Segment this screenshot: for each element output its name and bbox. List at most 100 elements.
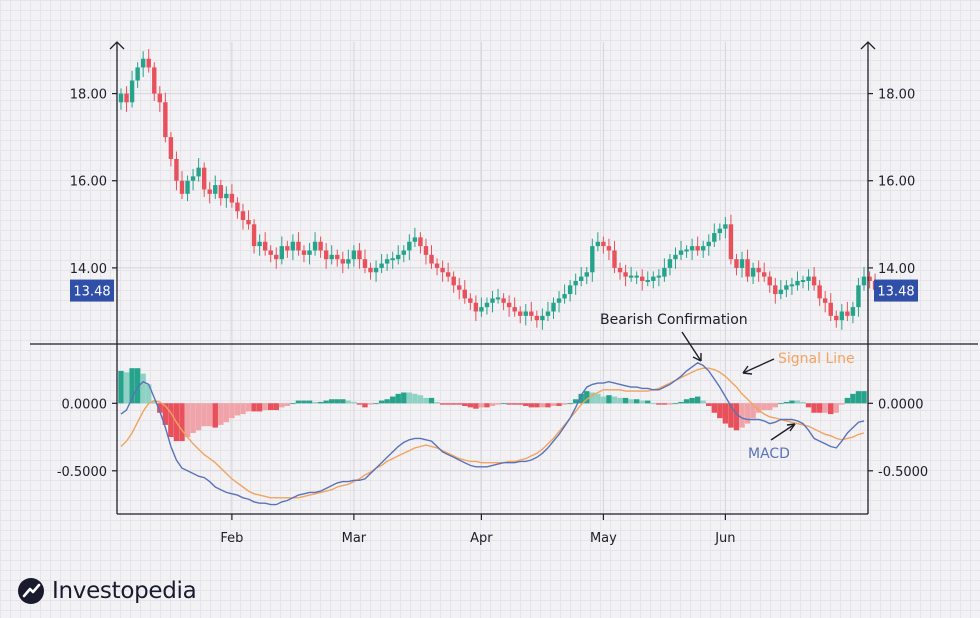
candle [573, 273, 578, 295]
histogram-bar [750, 403, 756, 419]
histogram-bar [672, 403, 679, 405]
candle-body [612, 250, 617, 268]
candle-body [723, 224, 728, 229]
candle [340, 251, 345, 274]
histogram-bar [495, 403, 501, 405]
candle-body [440, 267, 445, 273]
histogram-bar [473, 403, 479, 409]
candle [468, 293, 473, 311]
histogram-bar [517, 403, 523, 405]
candle [257, 234, 262, 256]
candle [806, 269, 811, 291]
candle-body [445, 272, 451, 277]
candle [457, 277, 462, 300]
histogram-bar [794, 400, 801, 404]
histogram-bar [567, 403, 573, 405]
annotation-macd: MACD [748, 423, 796, 462]
candle-body [523, 311, 528, 316]
histogram-bar [606, 395, 612, 404]
candle-body [656, 275, 662, 278]
candle [723, 216, 728, 239]
histogram-bar [273, 403, 279, 411]
candle-body [606, 246, 612, 251]
candle [224, 186, 229, 208]
histogram-bar [595, 393, 601, 404]
candle-body [190, 176, 196, 181]
histogram-bar [245, 403, 252, 412]
candle-body [146, 58, 151, 68]
candle-body [268, 250, 273, 255]
candle-body [140, 58, 146, 68]
candle-body [822, 298, 828, 303]
histogram-bar [755, 403, 762, 413]
histogram-bar [229, 403, 235, 419]
macd-tick-label-right: -0.5000 [878, 465, 928, 480]
candle [756, 260, 761, 282]
candle [662, 258, 667, 282]
histogram-bar [378, 400, 385, 404]
candle-body [257, 241, 262, 247]
candle [551, 297, 556, 319]
histogram-bar [401, 392, 407, 404]
candle-body [761, 272, 767, 277]
histogram-bar [689, 397, 695, 404]
candle [163, 92, 168, 143]
candle-body [340, 259, 345, 264]
candle [124, 86, 129, 112]
macd-tick-label-left: -0.5000 [57, 465, 107, 480]
candle [518, 306, 523, 324]
candle [728, 214, 734, 265]
candle-body [567, 285, 573, 295]
candle-body [274, 254, 279, 260]
candle [451, 271, 456, 293]
histogram-bar [373, 403, 379, 405]
histogram-bar [146, 384, 152, 404]
candle [146, 49, 151, 73]
candle [689, 238, 695, 261]
candle-body [601, 241, 606, 247]
candle [601, 236, 606, 254]
candle [645, 271, 650, 287]
histogram-bar [656, 403, 662, 405]
candle [673, 247, 678, 269]
candle [140, 51, 146, 78]
candle-body [518, 311, 523, 316]
axes [30, 41, 978, 520]
histogram-bar [140, 373, 146, 404]
histogram-bar [728, 403, 734, 428]
candle-body [407, 241, 412, 251]
histogram-bar [484, 403, 490, 408]
candle [429, 245, 434, 269]
candle-body [867, 276, 872, 281]
candle [562, 284, 567, 304]
candle-body [695, 246, 700, 251]
candle [495, 288, 501, 304]
candle [434, 258, 440, 276]
candle-body [401, 250, 406, 255]
histogram-bar [406, 392, 413, 404]
candle [678, 240, 684, 261]
price-tick-label-left: 16.00 [70, 175, 107, 190]
histogram-bar [351, 401, 357, 404]
candle-body [201, 167, 207, 190]
histogram-bar [500, 403, 507, 405]
candle-body [545, 311, 551, 316]
candle [734, 253, 739, 276]
histogram-bar [816, 403, 823, 413]
candle-body [745, 259, 750, 277]
candle [207, 182, 212, 204]
histogram-bar [279, 403, 285, 408]
histogram-bar [833, 403, 839, 413]
x-tick-label: Mar [342, 531, 367, 546]
candle-body [384, 259, 390, 264]
candle-body [434, 263, 440, 268]
histogram-bar [334, 399, 340, 404]
candle-body [811, 276, 817, 286]
candle-body [135, 67, 140, 81]
histogram-bar [800, 401, 806, 404]
candle-body [651, 276, 656, 281]
candle [767, 271, 772, 293]
candle-body [473, 302, 479, 312]
histogram-bar [223, 403, 230, 423]
candle [706, 234, 711, 256]
